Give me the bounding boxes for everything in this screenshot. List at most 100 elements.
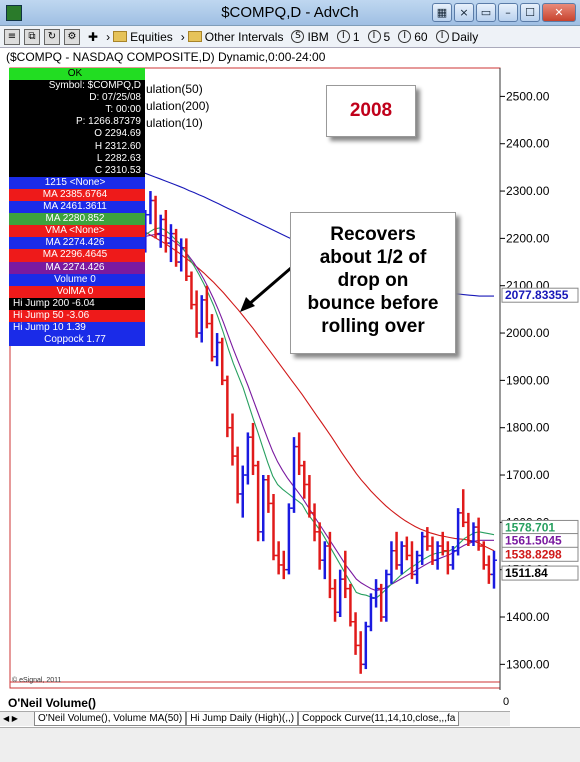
y-tick-label: 2000.00 [506,326,550,340]
callout-annotation[interactable]: Recovers about 1/2 of drop on bounce before… [290,212,456,354]
tab-coppock[interactable]: Coppock Curve(11,14,10,close,,,fa [298,712,460,726]
study-tabs: ◀ ▶ O'Neil Volume(), Volume MA(50) Hi Ju… [0,711,510,726]
cursor-row: T: 00:00 [9,104,145,117]
equities-label: Equities [130,29,173,44]
y-tick-label: 1400.00 [506,610,550,624]
maximize-icon[interactable]: ☐ [520,3,540,22]
y-tick-label: 1900.00 [506,373,550,387]
study-label-ma200: ulation(200) [146,99,210,113]
window-title: $COMPQ,D - AdvCh [221,4,359,21]
cursor-window[interactable]: OK Symbol: $COMPQ,D D: 07/25/08 T: 00:00 P: … [9,68,145,347]
grid-icon[interactable]: ▦ [432,3,452,22]
last-value-label: 2077.83355 [505,288,569,302]
cursor-row: MA 2274.426 [9,261,145,274]
arrow-head-icon [240,297,255,312]
window-controls: ▦ × ▭ – ☐ ✕ [432,3,576,22]
cursor-row: Coppock 1.77 [9,334,145,347]
cursor-row: C 2310.53 [9,164,145,177]
date-bar [0,727,580,762]
interval-icon: I [435,30,449,43]
folder-icon [113,31,128,42]
interval-1-label: 1 [352,29,360,44]
equities-menu[interactable]: › Equities [106,30,173,44]
y-tick-label: 2400.00 [506,137,550,151]
chevron-icon: › [106,29,111,44]
last-value-box [501,287,579,303]
cursor-row: D: 07/25/08 [9,92,145,105]
cursor-row: MA 2274.426 [9,237,145,250]
refresh-icon[interactable]: ↻ [44,28,60,45]
title-bar: $COMPQ,D - AdvCh ▦ × ▭ – ☐ ✕ [0,0,580,26]
tab-scroll-arrows[interactable]: ◀ ▶ [3,714,18,723]
year-annotation[interactable]: 2008 [326,85,416,137]
y-tick-label: 1800.00 [506,421,550,435]
callout-line: bounce before [307,293,439,314]
folder-icon [187,31,202,42]
cursor-row: Hi Jump 50 -3.06 [9,309,145,322]
interval-daily-label: Daily [451,29,479,44]
copy-icon[interactable]: ⧉ [24,28,40,45]
cursor-row: O 2294.69 [9,128,145,141]
chevron-icon: › [180,29,185,44]
watermark: © eSignal, 2011 [12,677,62,684]
cursor-row: Hi Jump 200 -6.04 [9,297,145,310]
study-label-ma10: ulation(10) [146,116,203,130]
chart-header: ($COMPQ - NASDAQ COMPOSITE,D) Dynamic,0:… [6,50,326,64]
y-tick-label: 2300.00 [506,184,550,198]
cursor-row: 1215 <None> [9,176,145,189]
symbol-ibm[interactable]: S IBM [291,29,329,44]
chart-style-icon[interactable]: ≡ [4,28,20,45]
last-value-label: 1511.84 [505,566,548,580]
add-icon[interactable]: ✚ [88,29,99,44]
volume-pane-value: 0 [503,696,510,708]
cursor-row: Symbol: $COMPQ,D [9,80,145,93]
cursor-row: Volume 0 [9,273,145,286]
last-value-box [501,546,579,562]
y-tick-label: 2200.00 [506,231,550,245]
minimize-icon[interactable]: – [498,3,518,22]
tab-oneil-volume[interactable]: O'Neil Volume(), Volume MA(50) [34,712,187,726]
y-tick-label: 1700.00 [506,468,550,482]
interval-icon: I [367,30,381,43]
toolbar: ≡ ⧉ ↻ ⚙ ✚ › Equities › Other Intervals S IB… [0,26,580,48]
callout-line: Recovers [330,224,416,245]
other-intervals-label: Other Intervals [204,29,284,44]
study-label-ma50: ulation(50) [146,82,203,96]
cursor-row: L 2282.63 [9,152,145,165]
callout-line: drop on [337,270,409,291]
cursor-row: Hi Jump 10 1.39 [9,321,145,335]
cursor-row: P: 1266.87379 [9,116,145,129]
ohlc-bar [491,550,497,589]
properties-icon[interactable]: ⚙ [64,28,80,45]
volume-pane-title: O'Neil Volume() [8,696,96,710]
other-intervals-menu[interactable]: › Other Intervals [181,30,284,44]
last-value-label: 1578.701 [505,520,555,534]
cursor-row: OK [9,68,145,81]
last-value-label: 1561.5045 [505,534,562,548]
interval-60[interactable]: I 60 [398,29,428,44]
price-axis: 2500.002400.002300.002200.002100.002000.… [500,89,579,671]
cursor-row: VMA <None> [9,225,145,238]
cursor-row: MA 2385.6764 [9,188,145,202]
interval-daily[interactable]: I Daily [435,29,479,44]
interval-icon: I [398,30,412,43]
cursor-row: H 2312.60 [9,140,145,153]
cursor-row: MA 2296.4645 [9,249,145,262]
close-icon[interactable]: ✕ [542,3,576,22]
symbol-icon: S [291,30,305,43]
y-tick-label: 2500.00 [506,89,550,103]
cursor-row: VolMA 0 [9,285,145,298]
cursor-row: MA 2280.852 [9,213,145,226]
cursor-row: MA 2461.3611 [9,201,145,214]
app-icon [6,5,22,21]
cross-icon[interactable]: × [454,3,474,22]
symbol-ibm-label: IBM [307,29,329,44]
restore-icon[interactable]: ▭ [476,3,496,22]
interval-icon: I [336,30,350,43]
last-value-box [501,565,579,581]
tab-hi-jump[interactable]: Hi Jump Daily (High)(,,) [186,712,299,726]
interval-60-label: 60 [414,29,428,44]
annotation-arrow [247,266,292,307]
